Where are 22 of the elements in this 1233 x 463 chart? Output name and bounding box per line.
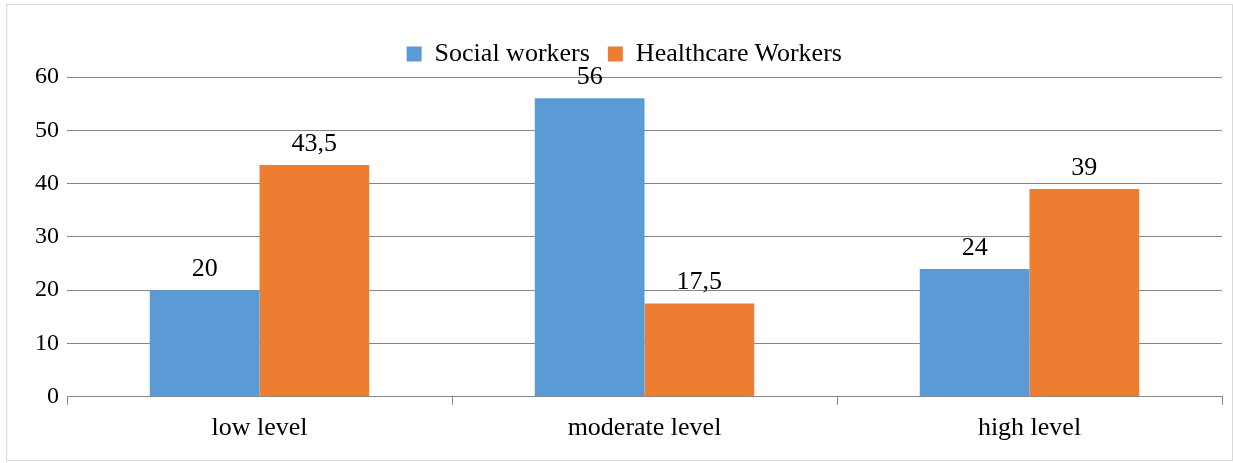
- data-label: 20: [191, 253, 218, 283]
- y-tick-label: 0: [47, 382, 59, 409]
- x-tick-label: high level: [977, 412, 1082, 442]
- data-label: 39: [1071, 151, 1098, 181]
- y-tick-label: 10: [35, 328, 59, 355]
- y-tick-label: 20: [35, 275, 59, 302]
- bar: [1029, 188, 1140, 397]
- bar: [644, 303, 755, 397]
- bar: [259, 164, 370, 397]
- y-tick-label: 60: [35, 62, 59, 89]
- data-label: 17,5: [676, 266, 723, 296]
- y-tick-label: 40: [35, 168, 59, 195]
- bar: [919, 268, 1030, 397]
- x-tick-label: low level: [211, 412, 308, 442]
- bar: [534, 98, 645, 397]
- legend-label: Healthcare Workers: [635, 37, 842, 67]
- bar: [149, 290, 260, 397]
- data-label: 24: [961, 231, 988, 261]
- y-tick-label: 50: [35, 115, 59, 142]
- y-tick-label: 30: [35, 222, 59, 249]
- x-tick-label: moderate level: [567, 412, 722, 442]
- data-label: 43,5: [291, 127, 338, 157]
